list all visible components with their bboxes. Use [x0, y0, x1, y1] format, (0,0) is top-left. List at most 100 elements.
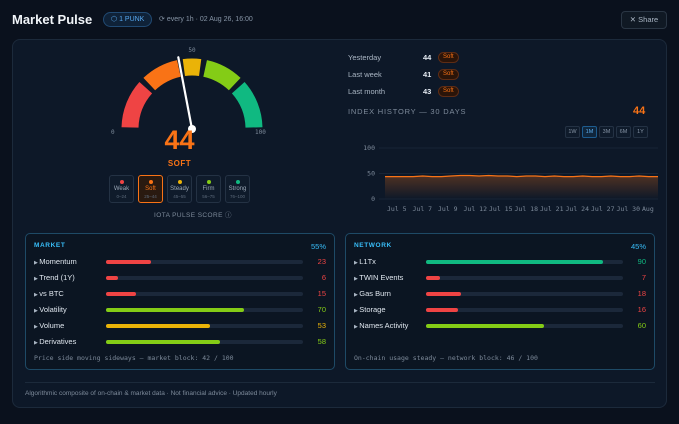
market-footer: Price side moving sideways — market bloc…: [34, 354, 234, 362]
metric-label: ▶ TWIN Events: [354, 273, 403, 282]
info-icon[interactable]: ⓘ: [225, 212, 232, 219]
history-area: [385, 175, 658, 199]
triangle-right-icon: ▶: [34, 292, 40, 298]
gauge-segment-weak: [121, 82, 153, 129]
triangle-right-icon: ▶: [34, 308, 40, 314]
refresh-text: every 1h · 02 Aug 26, 16:00: [166, 16, 253, 23]
band-dot: [206, 180, 211, 184]
metric-value: 23: [317, 257, 326, 266]
unit-label: 1 PUNK: [119, 16, 145, 23]
band-dot: [177, 180, 182, 184]
status-badge: Soft: [438, 86, 459, 97]
band-steady: Steady 45–55: [167, 175, 192, 203]
network-footer: On-chain usage steady — network block: 4…: [354, 354, 538, 362]
metric-label: ▶ Momentum: [34, 257, 77, 266]
x-tick-label: Jul 9: [438, 205, 458, 213]
pulse-caption-text: IOTA PULSE SCORE: [154, 212, 223, 219]
metric-value: 15: [317, 289, 326, 298]
triangle-right-icon: ▶: [354, 324, 360, 330]
metric-row[interactable]: ▶ vs BTC 15: [34, 289, 326, 299]
band-name: Soft: [145, 186, 156, 192]
metric-value: 60: [637, 321, 646, 330]
network-panel: NETWORK 45% ▶ L1Tx 90 ▶ TWIN Events 7 ▶ Gas …: [345, 233, 655, 370]
y-tick-label: 50: [367, 170, 375, 178]
range-tab-3m[interactable]: 3M: [599, 126, 614, 138]
stat-last-month: Last month 43 Soft: [348, 86, 478, 98]
band-name: Steady: [170, 186, 189, 192]
market-title: MARKET: [34, 242, 66, 249]
share-label: Share: [638, 15, 659, 24]
metric-label-text: vs BTC: [39, 289, 64, 298]
unit-selector[interactable]: ⬡ 1 PUNK: [103, 12, 153, 27]
metric-label: ▶ Trend (1Y): [34, 273, 75, 282]
metric-label: ▶ Volatility: [34, 305, 67, 314]
share-icon: ✕: [629, 15, 639, 24]
share-button[interactable]: ✕ Share: [621, 11, 667, 29]
metric-value: 16: [637, 305, 646, 314]
gauge-min-label: 0: [111, 129, 115, 136]
chart-y-ticks: 0 50 100: [363, 144, 375, 203]
gauge-segment-firm: [202, 60, 241, 91]
metric-row[interactable]: ▶ Volatility 70: [34, 305, 326, 315]
metric-label-text: TWIN Events: [359, 273, 404, 282]
page-title: Market Pulse: [12, 12, 93, 27]
band-name: Strong: [228, 186, 247, 192]
network-percent: 45%: [630, 242, 646, 251]
hexagon-icon: ⬡: [111, 16, 120, 23]
band-range: 0–24: [116, 194, 127, 199]
metric-label: ▶ Names Activity: [354, 321, 408, 330]
metric-row[interactable]: ▶ Gas Burn 18: [354, 289, 646, 299]
metric-label-text: Gas Burn: [359, 289, 391, 298]
metric-label-text: Trend (1Y): [39, 273, 75, 282]
x-tick-label: Jul 5: [387, 205, 407, 213]
pulse-score: 44: [164, 125, 195, 155]
history-line: [385, 174, 658, 178]
metric-bar-track: [426, 308, 623, 312]
metric-row[interactable]: ▶ L1Tx 90: [354, 257, 646, 267]
history-chart: 0 50 100 Jul 5 Jul 7 Jul 9 Jul 12 Jul 15 Jul 18…: [363, 144, 658, 213]
metric-bar-fill: [426, 260, 604, 264]
market-percent: 55%: [310, 242, 326, 251]
metric-row[interactable]: ▶ Momentum 23: [34, 257, 326, 267]
pulse-gauge: 0 50 100: [111, 47, 266, 136]
y-tick-label: 0: [371, 195, 375, 203]
metric-bar-track: [426, 324, 623, 328]
triangle-right-icon: ▶: [34, 324, 40, 330]
metric-value: 18: [637, 289, 646, 298]
metric-row[interactable]: ▶ Volume 53: [34, 321, 326, 331]
metric-bar-track: [426, 276, 623, 280]
metric-row[interactable]: ▶ TWIN Events 7: [354, 273, 646, 283]
band-name: Firm: [202, 186, 215, 192]
metric-bar-fill: [106, 260, 152, 264]
x-tick-label: Jul 12: [464, 205, 488, 213]
range-tabs: 1W 1M 3M 6M 1Y: [565, 126, 648, 138]
metric-value: 58: [317, 337, 326, 346]
gauge-max-label: 100: [255, 129, 266, 136]
metric-row[interactable]: ▶ Trend (1Y) 6: [34, 273, 326, 283]
range-tab-1m[interactable]: 1M: [582, 126, 597, 138]
x-tick-label: Jul 30: [617, 205, 641, 213]
triangle-right-icon: ▶: [34, 340, 40, 346]
triangle-right-icon: ▶: [354, 276, 360, 282]
top-bar: Market Pulse ⬡ 1 PUNK ⟳ every 1h · 02 Au…: [12, 9, 667, 31]
band-dot: [119, 180, 124, 184]
gauge-needle: [177, 56, 194, 131]
status-badge: Soft: [438, 69, 459, 80]
stat-last-week: Last week 41 Soft: [348, 69, 478, 81]
history-title: INDEX HISTORY — 30 DAYS: [348, 107, 467, 116]
range-tab-6m[interactable]: 6M: [616, 126, 631, 138]
metric-bar-track: [106, 292, 303, 296]
x-tick-label: Jul 21: [540, 205, 564, 213]
stat-value: 41: [423, 70, 432, 79]
metric-label-text: Storage: [359, 305, 386, 314]
range-tab-1w[interactable]: 1W: [565, 126, 580, 138]
band-soft: Soft 25–44: [138, 175, 163, 203]
metric-label-text: Volume: [39, 321, 65, 330]
metric-value: 7: [641, 273, 646, 282]
metric-label-text: Derivatives: [39, 337, 77, 346]
metric-row[interactable]: ▶ Names Activity 60: [354, 321, 646, 331]
metric-row[interactable]: ▶ Storage 16: [354, 305, 646, 315]
band-range: 56–75: [202, 194, 215, 199]
range-tab-1y[interactable]: 1Y: [633, 126, 648, 138]
metric-row[interactable]: ▶ Derivatives 58: [34, 337, 326, 347]
